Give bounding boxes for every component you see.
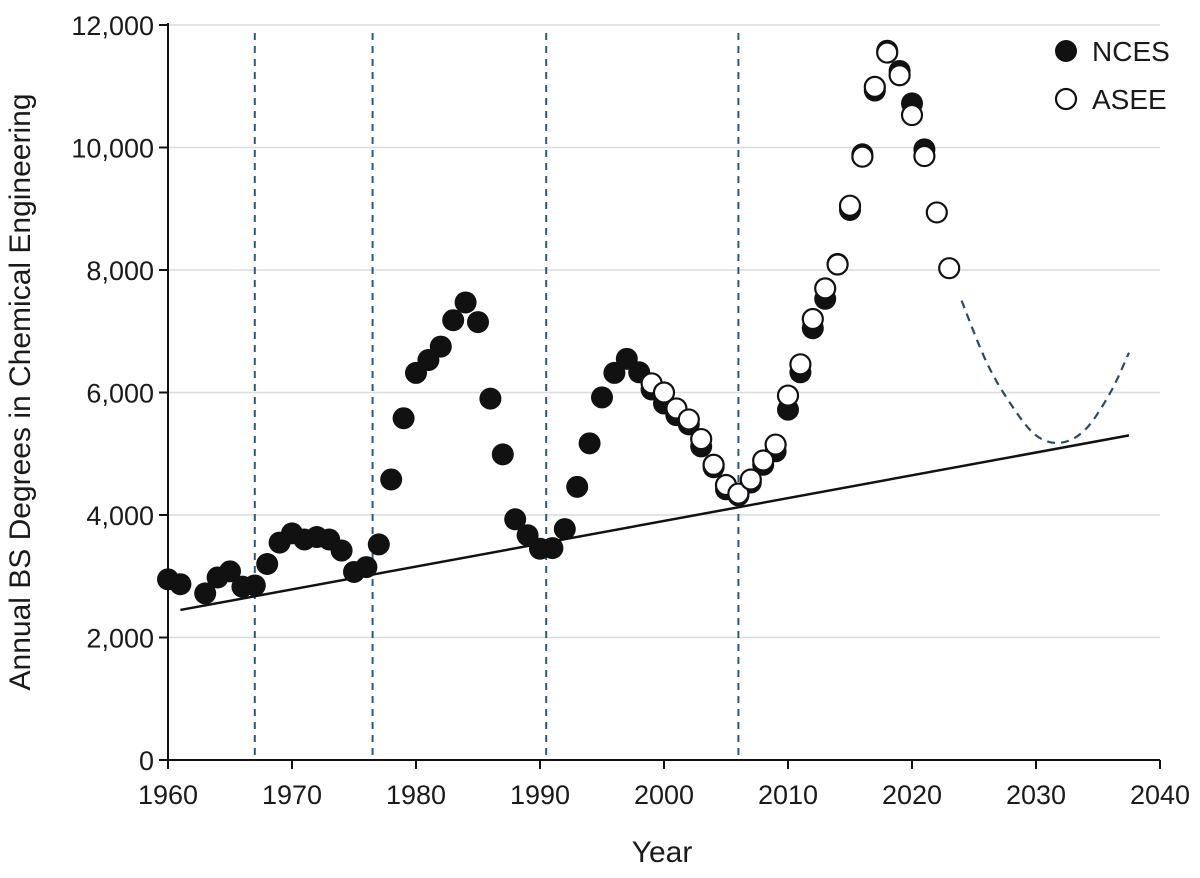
asee-points: [640, 41, 961, 505]
y-tick-label: 2,000: [86, 624, 154, 654]
nces-point: [454, 291, 477, 314]
x-tick-label: 1990: [510, 780, 570, 810]
x-tick-label: 2030: [1006, 780, 1066, 810]
x-tick-label: 2020: [882, 780, 942, 810]
trend-line: [180, 434, 1130, 612]
asee-point: [727, 482, 750, 505]
asee-point: [826, 253, 849, 276]
x-tick-label: 1960: [138, 780, 198, 810]
y-tick-label: 8,000: [86, 256, 154, 286]
y-tick-label: 10,000: [71, 134, 154, 164]
y-axis-title: Annual BS Degrees in Chemical Engineerin…: [4, 93, 37, 690]
asee-point: [776, 384, 800, 407]
legend-asee-marker-icon: [1054, 87, 1078, 111]
nces-point: [367, 533, 390, 556]
nces-point: [355, 556, 378, 579]
projection-group: [960, 300, 1130, 445]
nces-point: [504, 508, 527, 531]
asee-point: [814, 277, 837, 300]
y-tick-label: 0: [139, 746, 154, 776]
nces-point: [553, 518, 576, 541]
x-tick-label: 1970: [262, 780, 322, 810]
asee-point: [789, 353, 812, 376]
asee-point: [838, 194, 862, 217]
asee-point: [913, 144, 936, 168]
asee-point: [801, 307, 824, 331]
nces-point: [429, 335, 452, 358]
trend-line-group: [180, 434, 1130, 612]
legend-nces-marker-icon: [1055, 40, 1077, 62]
legend-asee-label: ASEE: [1092, 84, 1167, 115]
nces-point: [243, 574, 266, 597]
asee-point: [764, 433, 787, 456]
y-tick-labels: 0 2,000 4,000 6,000 8,000 10,000 12,000: [71, 11, 154, 776]
x-tick-label: 2000: [634, 780, 694, 810]
nces-point: [169, 573, 192, 596]
nces-point: [578, 432, 601, 455]
nces-point: [603, 361, 626, 384]
asee-point: [863, 75, 886, 98]
asee-point: [888, 64, 911, 87]
asee-point: [677, 408, 700, 431]
legend: NCES ASEE: [1054, 36, 1170, 115]
asee-point: [925, 201, 948, 224]
nces-point: [442, 309, 465, 332]
nces-point: [392, 407, 415, 430]
y-tick-label: 6,000: [86, 379, 154, 409]
asee-point: [739, 468, 762, 491]
axes: [159, 23, 1161, 769]
nces-point: [566, 475, 589, 498]
y-tick-label: 12,000: [71, 11, 154, 41]
x-tick-label: 2040: [1130, 780, 1190, 810]
y-tick-label: 4,000: [86, 501, 154, 531]
nces-point: [380, 468, 403, 491]
nces-point: [467, 311, 489, 334]
x-tick-label: 2010: [758, 780, 818, 810]
asee-point: [900, 103, 924, 127]
nces-point: [591, 386, 613, 409]
nces-point: [330, 539, 353, 562]
asee-point: [876, 41, 899, 64]
vertical-markers: [253, 33, 740, 760]
nces-point: [219, 560, 241, 583]
legend-item-asee: ASEE: [1054, 84, 1167, 115]
x-tick-labels: 1960 1970 1980 1990 2000 2010 2020 2030 2040: [138, 780, 1190, 810]
nces-point: [194, 582, 217, 605]
nces-point: [256, 553, 279, 575]
x-tick-label: 1980: [386, 780, 446, 810]
asee-point: [702, 453, 725, 476]
asee-point: [652, 381, 676, 404]
legend-item-nces: NCES: [1055, 36, 1170, 67]
asee-point: [690, 427, 713, 451]
legend-nces-label: NCES: [1092, 36, 1170, 67]
asee-point: [752, 449, 775, 472]
nces-point: [491, 443, 514, 466]
asee-point: [938, 257, 961, 280]
x-axis-title: Year: [632, 836, 693, 869]
projection-curve: [960, 300, 1130, 445]
nces-point: [479, 387, 502, 410]
asee-point: [851, 145, 874, 168]
nces-point: [541, 537, 564, 560]
